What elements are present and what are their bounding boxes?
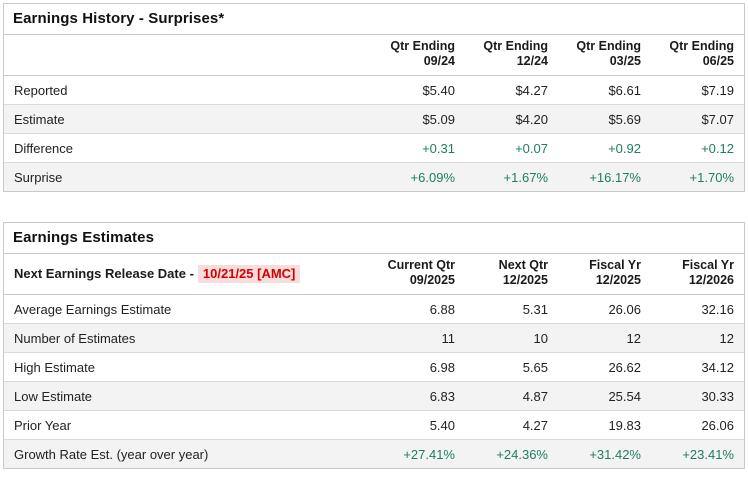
cell-value: $5.40: [372, 75, 465, 105]
table-title: Earnings History - Surprises*: [4, 4, 744, 35]
column-header-line2: 06/25: [702, 54, 734, 68]
estimates-data-table: Next Earnings Release Date -10/21/25 [AM…: [4, 254, 744, 468]
column-header-line1: Fiscal Yr: [682, 258, 734, 272]
column-header-line1: Next Qtr: [498, 258, 548, 272]
column-header-line1: Qtr Ending: [390, 39, 455, 53]
estimates-table: Earnings Estimates Next Earnings Release…: [3, 222, 745, 469]
cell-value: $7.19: [651, 75, 744, 105]
cell-value: 12: [651, 323, 744, 353]
table-row: High Estimate 6.98 5.65 26.62 34.12: [4, 352, 744, 382]
cell-value: 5.40: [372, 410, 465, 440]
row-label: Number of Estimates: [4, 323, 372, 353]
cell-value: 5.65: [465, 352, 558, 382]
cell-value: 11: [372, 323, 465, 353]
row-label: Prior Year: [4, 410, 372, 440]
column-header-line2: 12/2025: [595, 273, 641, 287]
cell-value: 19.83: [558, 410, 651, 440]
surprises-table: Earnings History - Surprises* Qtr Ending…: [3, 3, 745, 192]
column-header: Qtr Ending 09/24: [372, 35, 465, 76]
column-header-line2: 09/2025: [409, 273, 455, 287]
cell-value: $4.20: [465, 104, 558, 134]
table-row: Number of Estimates 11 10 12 12: [4, 323, 744, 353]
empty-header-cell: [4, 35, 372, 76]
cell-value: $4.27: [465, 75, 558, 105]
column-header-line2: 12/2026: [688, 273, 734, 287]
table-title: Earnings Estimates: [4, 223, 744, 254]
column-header: Next Qtr 12/2025: [465, 254, 558, 295]
column-header: Fiscal Yr 12/2026: [651, 254, 744, 295]
column-header: Fiscal Yr 12/2025: [558, 254, 651, 295]
cell-value: 12: [558, 323, 651, 353]
column-header-line1: Fiscal Yr: [589, 258, 641, 272]
cell-value: 26.62: [558, 352, 651, 382]
cell-value: +1.70%: [689, 169, 734, 185]
column-header-line2: 09/24: [423, 54, 455, 68]
cell-value: 4.87: [465, 381, 558, 411]
header-row: Qtr Ending 09/24 Qtr Ending 12/24 Qtr Ending…: [4, 35, 744, 76]
cell-value: +0.12: [651, 133, 744, 163]
surprises-data-table: Qtr Ending 09/24 Qtr Ending 12/24 Qtr Ending…: [4, 35, 744, 191]
column-header-line1: Current Qtr: [387, 258, 455, 272]
row-label: Difference: [4, 133, 372, 163]
cell-value: 6.88: [372, 294, 465, 324]
cell-value: +31.42%: [589, 446, 641, 462]
cell-value: +16.17%: [589, 169, 641, 185]
table-row: Low Estimate 6.83 4.87 25.54 30.33: [4, 381, 744, 411]
column-header: Qtr Ending 03/25: [558, 35, 651, 76]
cell-value: 6.83: [372, 381, 465, 411]
cell-value: 26.06: [651, 410, 744, 440]
table-row: Growth Rate Est. (year over year) +27.41%…: [4, 439, 744, 468]
table-row: Prior Year 5.40 4.27 19.83 26.06: [4, 410, 744, 440]
column-header-line1: Qtr Ending: [483, 39, 548, 53]
row-label: Estimate: [4, 104, 372, 134]
cell-value: +6.09%: [410, 169, 455, 185]
cell-value: +1.67%: [503, 169, 548, 185]
table-row: Surprise +6.09% +1.67% +16.17% +1.70%: [4, 162, 744, 191]
row-label: Surprise: [14, 169, 63, 185]
row-label: Average Earnings Estimate: [4, 294, 372, 324]
row-label: Reported: [4, 75, 372, 105]
row-label: High Estimate: [4, 352, 372, 382]
cell-value: +0.31: [372, 133, 465, 163]
cell-value: 5.31: [465, 294, 558, 324]
cell-value: +27.41%: [403, 446, 455, 462]
table-row: Average Earnings Estimate 6.88 5.31 26.06 32…: [4, 294, 744, 324]
cell-value: 26.06: [558, 294, 651, 324]
column-header-line2: 03/25: [609, 54, 641, 68]
cell-value: $5.69: [558, 104, 651, 134]
column-header: Qtr Ending 06/25: [651, 35, 744, 76]
column-header-line2: 12/2025: [502, 273, 548, 287]
cell-value: +0.07: [465, 133, 558, 163]
cell-value: 10: [465, 323, 558, 353]
table-row: Reported $5.40 $4.27 $6.61 $7.19: [4, 75, 744, 105]
cell-value: $5.09: [372, 104, 465, 134]
cell-value: +23.41%: [682, 446, 734, 462]
row-label: Low Estimate: [4, 381, 372, 411]
cell-value: 30.33: [651, 381, 744, 411]
column-header-line1: Qtr Ending: [576, 39, 641, 53]
table-row: Difference +0.31 +0.07 +0.92 +0.12: [4, 133, 744, 163]
cell-value: 6.98: [372, 352, 465, 382]
cell-value: 34.12: [651, 352, 744, 382]
column-header-line2: 12/24: [516, 54, 548, 68]
column-header-line1: Qtr Ending: [669, 39, 734, 53]
cell-value: +24.36%: [496, 446, 548, 462]
cell-value: +0.92: [558, 133, 651, 163]
cell-value: $7.07: [651, 104, 744, 134]
column-header: Qtr Ending 12/24: [465, 35, 558, 76]
release-date-label: Next Earnings Release Date -: [14, 265, 194, 281]
header-row: Next Earnings Release Date -10/21/25 [AM…: [4, 254, 744, 295]
cell-value: $6.61: [558, 75, 651, 105]
table-row: Estimate $5.09 $4.20 $5.69 $7.07: [4, 104, 744, 134]
release-date-highlight: 10/21/25 [AMC]: [197, 264, 301, 283]
release-date-cell: Next Earnings Release Date -10/21/25 [AM…: [4, 254, 372, 295]
cell-value: 25.54: [558, 381, 651, 411]
row-label: Growth Rate Est. (year over year): [14, 446, 209, 462]
cell-value: 32.16: [651, 294, 744, 324]
cell-value: 4.27: [465, 410, 558, 440]
column-header: Current Qtr 09/2025: [372, 254, 465, 295]
